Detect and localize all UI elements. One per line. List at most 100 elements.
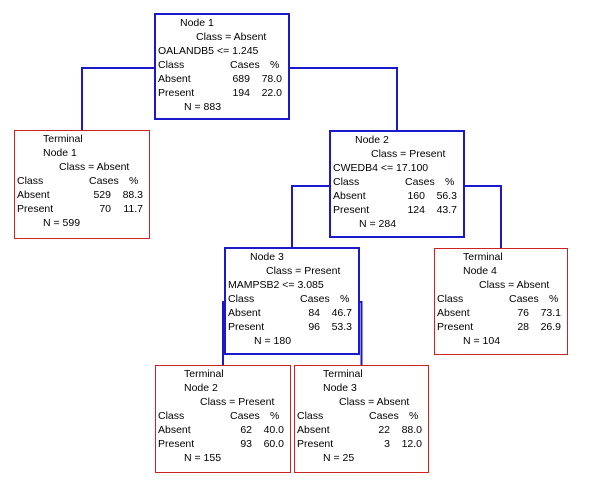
node-title: Node 1 xyxy=(180,17,214,29)
row-label: Absent xyxy=(17,189,50,201)
row-label: Present xyxy=(333,204,370,216)
edge-node-2-to-node-3 xyxy=(291,185,329,247)
row-pct: 40.0 xyxy=(263,424,284,436)
header-class: Class xyxy=(333,176,360,188)
row-cases: 160 xyxy=(407,190,425,202)
row-pct: 12.0 xyxy=(401,438,422,450)
edge-node-3-to-terminal-3 xyxy=(360,301,363,365)
node-title: Terminal xyxy=(184,368,224,380)
header-cases: Cases xyxy=(509,293,539,305)
row-cases: 28 xyxy=(517,321,529,333)
header-pct: % xyxy=(549,293,559,305)
row-label: Absent xyxy=(228,307,261,319)
node-total: N = 284 xyxy=(359,218,397,230)
row-pct: 22.0 xyxy=(261,87,282,99)
node-title: Node 2 xyxy=(355,134,389,146)
node-subtitle: Node 3 xyxy=(323,382,357,394)
edge-node-1-to-terminal-1 xyxy=(81,67,154,130)
header-class: Class xyxy=(437,293,464,305)
edge-node-2-to-terminal-4 xyxy=(465,185,502,248)
header-pct: % xyxy=(270,410,280,422)
row-label: Present xyxy=(158,438,195,450)
terminal-3-box: Terminal Node 3 Class = Absent Class Cases% A… xyxy=(294,365,429,473)
header-pct: % xyxy=(270,59,280,71)
node-total: N = 25 xyxy=(323,452,355,464)
header-class: Class xyxy=(158,59,185,71)
row-cases: 3 xyxy=(384,438,390,450)
row-pct: 53.3 xyxy=(331,321,352,333)
row-cases: 93 xyxy=(240,438,252,450)
edge-node-3-to-terminal-2 xyxy=(222,301,224,365)
row-label: Present xyxy=(437,321,474,333)
row-label: Absent xyxy=(333,190,366,202)
header-cases: Cases xyxy=(89,175,119,187)
row-pct: 88.0 xyxy=(401,424,422,436)
header-cases: Cases xyxy=(230,410,260,422)
header-class: Class xyxy=(17,175,44,187)
row-cases: 62 xyxy=(240,424,252,436)
row-cases: 194 xyxy=(232,87,250,99)
header-pct: % xyxy=(409,410,419,422)
header-pct: % xyxy=(445,176,455,188)
node-title: Terminal xyxy=(463,251,503,263)
row-label: Present xyxy=(297,438,334,450)
split-rule: OALANDB5 <= 1.245 xyxy=(158,45,259,57)
row-label: Present xyxy=(17,203,54,215)
header-cases: Cases xyxy=(369,410,399,422)
node-title: Terminal xyxy=(323,368,363,380)
header-class: Class xyxy=(228,293,255,305)
row-cases: 529 xyxy=(93,189,111,201)
node-1-box: Node 1 Class = Absent OALANDB5 <= 1.245 Cla… xyxy=(154,13,290,120)
row-cases: 124 xyxy=(407,204,425,216)
node-class: Class = Absent xyxy=(479,279,550,291)
node-class: Class = Absent xyxy=(339,396,410,408)
row-pct: 26.9 xyxy=(540,321,561,333)
row-cases: 84 xyxy=(308,307,320,319)
split-rule: CWEDB4 <= 17.100 xyxy=(333,162,429,174)
node-total: N = 599 xyxy=(43,217,81,229)
row-pct: 60.0 xyxy=(263,438,284,450)
node-total: N = 180 xyxy=(254,335,292,347)
node-class: Class = Present xyxy=(200,396,275,408)
node-class: Class = Absent xyxy=(59,161,130,173)
node-total: N = 883 xyxy=(184,101,222,113)
row-pct: 73.1 xyxy=(540,307,561,319)
row-cases: 76 xyxy=(517,307,529,319)
node-subtitle: Node 2 xyxy=(184,382,218,394)
header-pct: % xyxy=(340,293,350,305)
node-title: Node 3 xyxy=(250,251,284,263)
node-class: Class = Absent xyxy=(196,31,267,43)
header-cases: Cases xyxy=(230,59,260,71)
row-cases: 689 xyxy=(232,73,250,85)
terminal-4-box: Terminal Node 4 Class = Absent Class Cases% A… xyxy=(434,248,568,355)
row-pct: 78.0 xyxy=(261,73,282,85)
row-pct: 46.7 xyxy=(331,307,352,319)
node-2-box: Node 2 Class = Present CWEDB4 <= 17.100 Cla… xyxy=(329,130,465,238)
node-total: N = 155 xyxy=(184,452,222,464)
node-class: Class = Present xyxy=(266,265,341,277)
row-label: Present xyxy=(158,87,195,99)
header-class: Class xyxy=(158,410,185,422)
terminal-2-box: Terminal Node 2 Class = Present Class Cases%… xyxy=(155,365,291,473)
row-cases: 22 xyxy=(378,424,390,436)
edge-node-1-to-node-2 xyxy=(290,67,398,130)
row-pct: 11.7 xyxy=(123,203,143,215)
node-total: N = 104 xyxy=(463,335,501,347)
header-cases: Cases xyxy=(300,293,330,305)
node-3-box: Node 3 Class = Present MAMPSB2 <= 3.085 Cla… xyxy=(224,247,360,355)
terminal-1-box: Terminal Node 1 Class = Absent Class Cases% A… xyxy=(14,130,150,239)
header-class: Class xyxy=(297,410,324,422)
row-pct: 88.3 xyxy=(122,189,143,201)
header-pct: % xyxy=(129,175,139,187)
split-rule: MAMPSB2 <= 3.085 xyxy=(228,279,324,291)
row-cases: 96 xyxy=(308,321,320,333)
header-cases: Cases xyxy=(405,176,435,188)
row-label: Present xyxy=(228,321,265,333)
row-label: Absent xyxy=(158,73,191,85)
node-subtitle: Node 1 xyxy=(43,147,77,159)
row-pct: 43.7 xyxy=(436,204,457,216)
node-class: Class = Present xyxy=(371,148,446,160)
row-label: Absent xyxy=(158,424,191,436)
node-title: Terminal xyxy=(43,133,83,145)
